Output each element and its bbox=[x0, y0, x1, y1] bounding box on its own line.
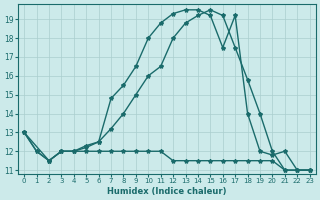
X-axis label: Humidex (Indice chaleur): Humidex (Indice chaleur) bbox=[107, 187, 227, 196]
